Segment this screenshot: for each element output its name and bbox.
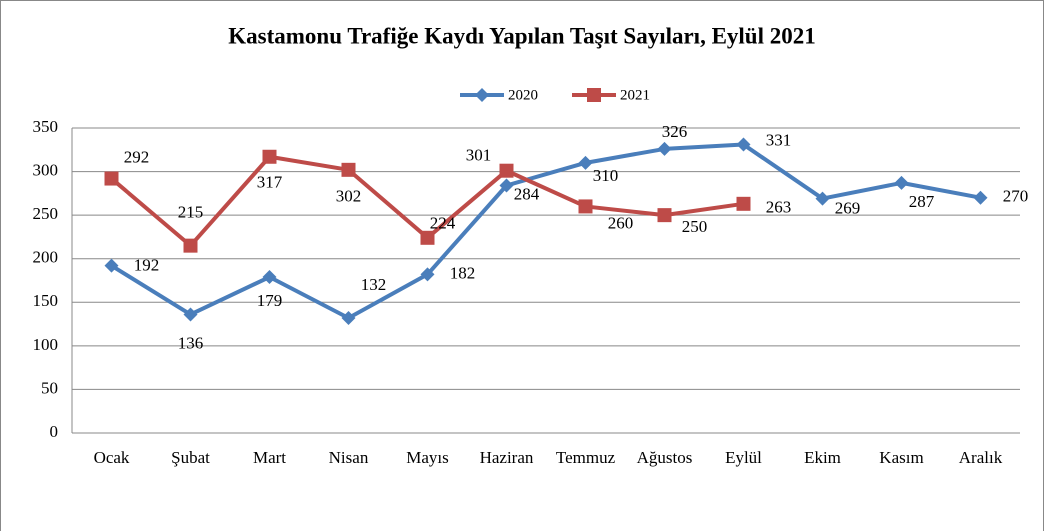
data-label: 287 — [909, 192, 935, 211]
x-tick-label: Ekim — [804, 448, 841, 467]
marker — [499, 178, 514, 193]
marker — [894, 175, 909, 190]
marker — [183, 307, 198, 322]
data-label: 331 — [766, 130, 792, 149]
y-tick-label: 350 — [33, 117, 59, 136]
legend-label: 2020 — [508, 87, 538, 103]
marker — [262, 149, 277, 164]
legend-label: 2021 — [620, 87, 650, 103]
marker — [736, 137, 751, 152]
data-label: 260 — [608, 213, 634, 232]
y-tick-label: 250 — [33, 204, 59, 223]
data-label: 224 — [430, 214, 456, 233]
data-label: 250 — [682, 217, 708, 236]
data-label: 292 — [124, 147, 150, 166]
marker — [262, 270, 277, 285]
x-tick-label: Eylül — [725, 448, 762, 467]
y-tick-label: 200 — [33, 248, 59, 267]
y-tick-label: 50 — [41, 378, 58, 397]
y-tick-label: 150 — [33, 291, 59, 310]
x-tick-label: Mayıs — [406, 448, 449, 467]
x-tick-label: Nisan — [329, 448, 369, 467]
data-label: 182 — [450, 263, 476, 282]
x-tick-label: Ocak — [94, 448, 130, 467]
x-tick-label: Şubat — [171, 448, 210, 467]
marker — [341, 310, 356, 325]
marker — [341, 162, 356, 177]
y-tick-label: 0 — [50, 422, 59, 441]
marker — [657, 208, 672, 223]
data-label: 317 — [257, 173, 283, 192]
data-label: 284 — [514, 184, 540, 203]
data-label: 302 — [336, 187, 362, 206]
data-label: 263 — [766, 198, 792, 217]
x-tick-label: Kasım — [879, 448, 923, 467]
marker — [736, 196, 751, 211]
x-tick-label: Temmuz — [556, 448, 616, 467]
marker — [420, 267, 435, 282]
marker — [973, 190, 988, 205]
x-tick-label: Mart — [253, 448, 286, 467]
marker — [578, 199, 593, 214]
series-line — [110, 142, 981, 320]
marker — [499, 163, 514, 178]
data-label: 310 — [593, 166, 619, 185]
data-label: 179 — [257, 291, 283, 310]
data-label: 269 — [835, 198, 861, 217]
data-label: 136 — [178, 333, 204, 352]
chart-title: Kastamonu Trafiğe Kaydı Yapılan Taşıt Sa… — [228, 23, 815, 48]
marker — [578, 155, 593, 170]
data-label: 192 — [134, 256, 160, 275]
x-tick-label: Ağustos — [637, 448, 693, 467]
data-label: 301 — [466, 146, 492, 165]
y-tick-label: 100 — [33, 335, 59, 354]
marker — [587, 88, 601, 102]
marker — [815, 191, 830, 206]
data-label: 270 — [1003, 187, 1029, 206]
marker — [420, 230, 435, 245]
data-label: 326 — [662, 122, 688, 141]
y-tick-label: 300 — [33, 160, 59, 179]
marker — [657, 141, 672, 156]
data-label: 215 — [178, 203, 204, 222]
marker — [104, 258, 119, 273]
marker — [183, 238, 198, 253]
x-tick-label: Aralık — [959, 448, 1003, 467]
data-label: 132 — [361, 275, 387, 294]
marker — [475, 88, 489, 102]
x-tick-label: Haziran — [480, 448, 534, 467]
marker — [104, 171, 119, 186]
